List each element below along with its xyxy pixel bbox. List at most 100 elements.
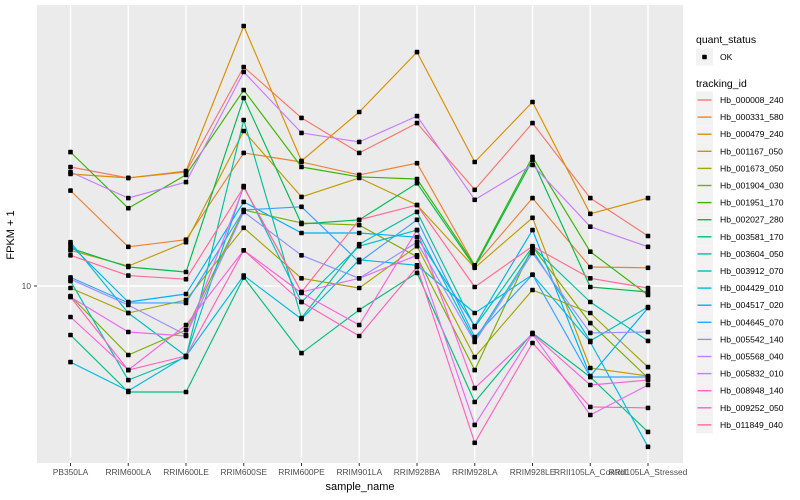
- data-point: [414, 49, 420, 55]
- data-point: [530, 287, 535, 293]
- data-point: [530, 162, 535, 168]
- legend-item-label: Hb_005542_140: [720, 334, 784, 344]
- legend-item-Hb_002027_280: Hb_002027_280: [696, 211, 784, 229]
- data-point: [530, 215, 535, 221]
- data-point: [588, 404, 593, 410]
- data-point: [588, 365, 593, 371]
- data-point: [356, 307, 362, 313]
- data-point: [356, 285, 362, 291]
- legend-item-ok: OK: [696, 48, 733, 66]
- data-point: [530, 227, 535, 233]
- data-point: [299, 289, 304, 295]
- data-point: [68, 164, 73, 170]
- data-point: [68, 359, 73, 365]
- data-point: [68, 285, 73, 291]
- legend-item-label: Hb_003581_170: [720, 232, 784, 242]
- data-point: [183, 172, 189, 178]
- data-point: [645, 405, 651, 411]
- legend-tracking-id-title: tracking_id: [696, 78, 747, 90]
- data-point: [472, 354, 477, 360]
- data-point: [126, 205, 131, 211]
- data-point: [414, 176, 420, 182]
- data-point: [588, 211, 593, 217]
- data-point: [241, 248, 246, 253]
- data-point: [183, 291, 189, 297]
- data-point: [183, 269, 189, 275]
- legend-item-label: Hb_001951_170: [720, 198, 784, 208]
- data-point: [299, 299, 304, 305]
- data-point: [299, 158, 304, 164]
- data-point: [588, 382, 593, 388]
- data-point: [299, 230, 304, 236]
- legend-item-label: Hb_004517_020: [720, 300, 784, 310]
- x-tick-label: RRIM600PE: [278, 467, 325, 477]
- data-point: [299, 316, 304, 322]
- data-point: [414, 202, 420, 208]
- data-point: [68, 149, 73, 155]
- x-tick-label: RRIM928BA: [394, 467, 441, 477]
- data-point: [356, 150, 362, 156]
- data-point: [588, 339, 593, 345]
- legend-item-Hb_003912_070: Hb_003912_070: [696, 262, 784, 280]
- data-point: [414, 234, 420, 240]
- legend-item-label: Hb_003912_070: [720, 266, 784, 276]
- data-point: [414, 113, 420, 119]
- data-point: [241, 273, 246, 278]
- data-point: [588, 249, 593, 254]
- data-point: [356, 109, 362, 115]
- data-point: [183, 276, 189, 282]
- data-point: [588, 264, 593, 270]
- legend-item-label: Hb_002027_280: [720, 215, 784, 225]
- legend-item-label: Hb_005832_010: [720, 369, 784, 379]
- data-point: [645, 364, 651, 370]
- legend-item-label: Hb_005568_040: [720, 352, 784, 362]
- data-point: [126, 302, 131, 308]
- legend-item-Hb_008948_140: Hb_008948_140: [696, 382, 784, 400]
- data-point: [588, 195, 593, 201]
- data-point: [183, 389, 189, 395]
- legend-item-Hb_000008_240: Hb_000008_240: [696, 91, 784, 109]
- legend-item-Hb_005542_140: Hb_005542_140: [696, 330, 784, 348]
- data-point: [645, 329, 651, 335]
- data-point: [126, 195, 131, 201]
- data-point: [126, 377, 131, 383]
- x-tick-label: RRIM928LA: [452, 467, 498, 477]
- data-point: [68, 294, 73, 300]
- data-point: [588, 276, 593, 281]
- legend-item-Hb_005568_040: Hb_005568_040: [696, 348, 784, 365]
- data-point: [414, 209, 420, 215]
- data-point: [645, 305, 651, 311]
- data-point: [68, 332, 73, 338]
- data-point: [414, 227, 420, 233]
- data-point: [299, 253, 304, 258]
- data-point: [241, 117, 246, 123]
- legend-item-Hb_003581_170: Hb_003581_170: [696, 228, 784, 246]
- legend-item-label: Hb_000008_240: [720, 95, 784, 105]
- data-point: [241, 128, 246, 134]
- legend-item-Hb_011849_040: Hb_011849_040: [696, 416, 783, 434]
- data-point: [414, 160, 420, 166]
- legend-item-Hb_004645_070: Hb_004645_070: [696, 313, 784, 331]
- data-point: [183, 322, 189, 328]
- data-point: [126, 367, 131, 373]
- data-point: [299, 276, 304, 281]
- legend-quant-status-title: quant_status: [696, 34, 756, 46]
- data-point: [414, 243, 420, 249]
- data-point: [414, 180, 420, 186]
- data-point: [472, 310, 477, 316]
- legend-item-label: Hb_001904_030: [720, 181, 784, 191]
- data-point: [356, 217, 362, 223]
- data-point: [241, 64, 246, 70]
- data-point: [645, 444, 651, 450]
- data-point: [68, 253, 73, 258]
- data-point: [472, 187, 477, 193]
- ok-point-marker-icon: [702, 54, 707, 60]
- data-point: [530, 195, 535, 201]
- data-point: [356, 230, 362, 236]
- data-point: [472, 339, 477, 345]
- data-point: [530, 243, 535, 249]
- series-points: [68, 23, 651, 450]
- data-point: [472, 422, 477, 428]
- data-point: [241, 95, 246, 101]
- data-point: [530, 99, 535, 105]
